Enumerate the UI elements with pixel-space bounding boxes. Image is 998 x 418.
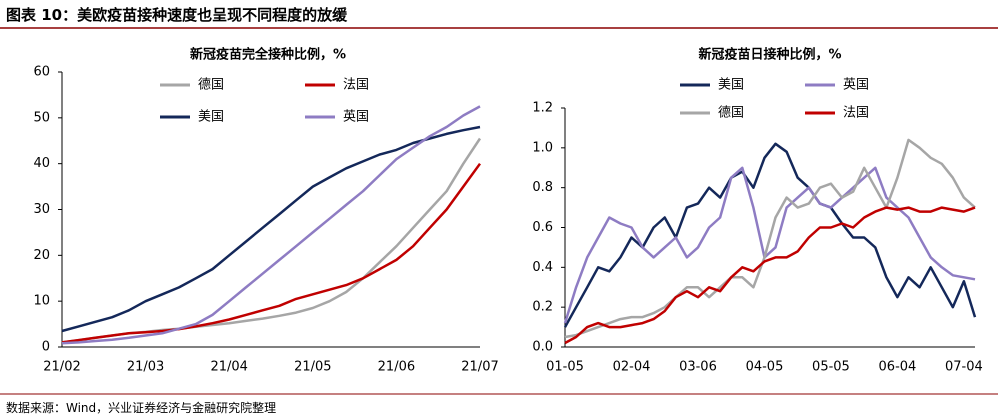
- x-tick-label: 21/03: [127, 360, 164, 375]
- series-line: [563, 166, 976, 324]
- y-tick-label: 0.6: [532, 220, 553, 235]
- legend-label: 美国: [198, 110, 224, 125]
- chart-title: 新冠疫苗日接种比例，%: [698, 47, 841, 63]
- x-tick-label: 21/04: [210, 360, 247, 375]
- chart-title: 新冠疫苗完全接种比例，%: [190, 47, 346, 63]
- y-tick-label: 30: [33, 202, 50, 217]
- y-tick-label: 1.0: [532, 140, 553, 155]
- legend-label: 美国: [718, 78, 744, 93]
- x-tick-label: 05-05: [812, 360, 850, 375]
- legend-label: 英国: [843, 78, 869, 93]
- y-tick-label: 40: [33, 156, 50, 171]
- legend-label: 法国: [343, 78, 369, 93]
- y-tick-label: 1.2: [532, 101, 553, 116]
- legend-label: 英国: [343, 110, 369, 125]
- series-line: [563, 142, 977, 328]
- y-tick-label: 0.0: [532, 340, 553, 355]
- y-tick-label: 0: [42, 340, 50, 355]
- series-line: [61, 105, 481, 345]
- x-tick-label: 21/05: [294, 360, 331, 375]
- series-line: [564, 138, 976, 339]
- x-tick-label: 01-05: [546, 360, 584, 375]
- x-tick-label: 02-04: [613, 360, 651, 375]
- x-tick-label: 04-05: [746, 360, 784, 375]
- x-tick-label: 03-06: [679, 360, 717, 375]
- x-tick-label: 21/06: [378, 360, 415, 375]
- legend-label: 法国: [843, 106, 869, 121]
- y-tick-label: 0.4: [532, 260, 553, 275]
- x-tick-label: 21/07: [461, 360, 498, 375]
- y-tick-label: 20: [33, 248, 50, 263]
- y-tick-label: 10: [33, 294, 50, 309]
- x-tick-label: 21/02: [43, 360, 80, 375]
- y-tick-label: 0.2: [532, 300, 553, 315]
- series-line: [61, 125, 481, 333]
- y-tick-label: 0.8: [532, 180, 553, 195]
- x-tick-label: 07-04: [945, 360, 983, 375]
- series-line: [564, 206, 976, 345]
- y-tick-label: 50: [33, 110, 50, 125]
- x-tick-label: 06-04: [879, 360, 917, 375]
- figure-title: 图表 10：美欧疫苗接种速度也呈现不同程度的放缓: [6, 6, 348, 24]
- legend-label: 德国: [718, 106, 744, 121]
- legend-label: 德国: [198, 78, 224, 93]
- source-note: 数据来源：Wind，兴业证券经济与金融研究院整理: [6, 400, 276, 415]
- series-line: [61, 162, 482, 344]
- y-tick-label: 60: [33, 65, 50, 80]
